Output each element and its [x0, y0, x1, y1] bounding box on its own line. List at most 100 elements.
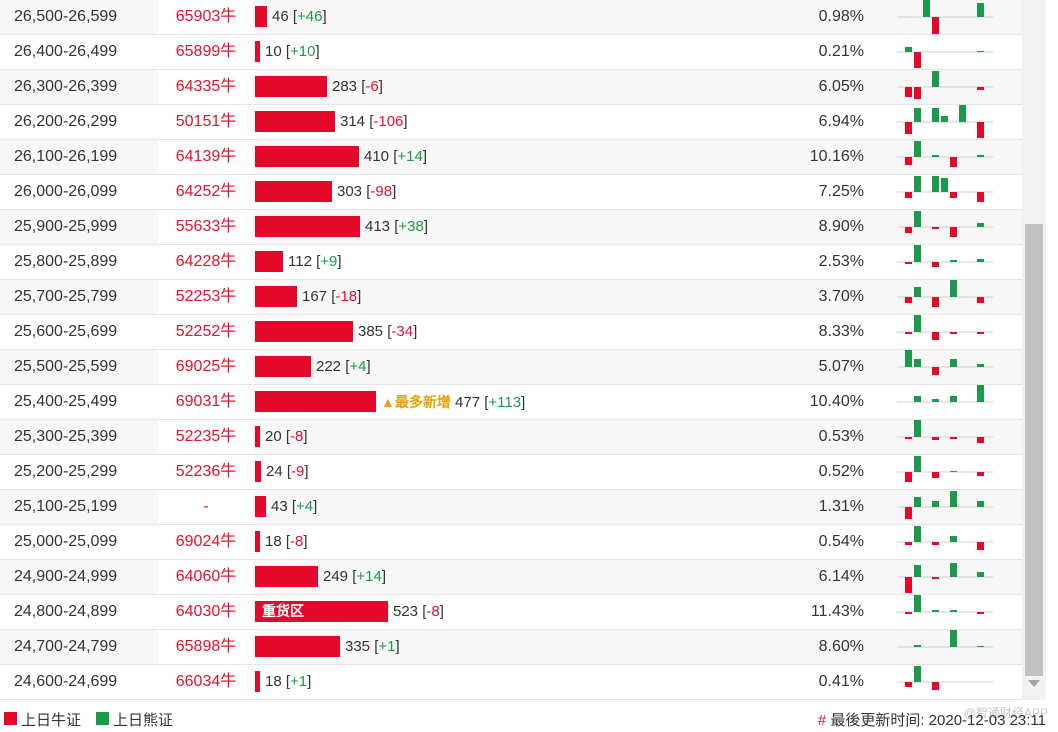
warrant-code-link[interactable]: 69031牛 — [158, 385, 254, 419]
sparkline-bar — [950, 332, 957, 334]
share-percent: 10.40% — [809, 393, 864, 410]
table-row: 24,700-24,799 65898牛 335 [+1] 8.60% — [0, 630, 1022, 665]
sparkline-bar — [905, 192, 912, 198]
warrant-code-link[interactable]: 65903牛 — [158, 0, 254, 34]
volume-bar — [255, 671, 260, 692]
table-row: 25,600-25,699 52252牛 385 [-34] 8.33% — [0, 315, 1022, 350]
volume-value: 314 [-106] — [340, 113, 408, 130]
sparkline-bar — [914, 141, 921, 157]
scroll-down-arrow-icon[interactable] — [1028, 680, 1040, 687]
volume-number: 112 — [288, 253, 312, 270]
volume-bar — [255, 426, 260, 447]
warrant-code-link[interactable]: 66034牛 — [158, 665, 254, 699]
volume-number: 24 — [266, 463, 283, 480]
table-row: 25,200-25,299 52236牛 24 [-9] 0.52% — [0, 455, 1022, 490]
table-row: 24,600-24,699 66034牛 18 [+1] 0.41% — [0, 665, 1022, 700]
table-row: 26,500-26,599 65903牛 46 [+46] 0.98% — [0, 0, 1022, 35]
sparkline-bar — [932, 399, 939, 402]
volume-change: -8 — [290, 428, 304, 445]
sparkline-bar — [977, 612, 984, 614]
sparkline-bar — [977, 501, 984, 507]
trend-sparkline — [897, 630, 993, 648]
sparkline-bar — [932, 501, 939, 507]
volume-value: 24 [-9] — [266, 463, 309, 480]
table-row: 26,400-26,499 65899牛 10 [+10] 0.21% — [0, 35, 1022, 70]
sparkline-bar — [950, 260, 957, 262]
watermark: @智通财经APP — [963, 706, 1048, 720]
sparkline-bar — [905, 350, 912, 367]
sparkline-bar — [977, 155, 984, 157]
scrollbar-thumb[interactable] — [1025, 224, 1043, 676]
table-row: 25,400-25,499 69031牛 ▲最多新增 477 [+113] 10.40… — [0, 385, 1022, 420]
warrant-code-link[interactable]: 65899牛 — [158, 35, 254, 69]
share-percent: 1.31% — [818, 498, 864, 515]
volume-value: 222 [+4] — [316, 358, 371, 375]
warrant-code-link[interactable]: 69025牛 — [158, 350, 254, 384]
sparkline-bar — [932, 71, 939, 87]
sparkline-bar — [950, 192, 957, 198]
warrant-code-link[interactable]: 69024牛 — [158, 525, 254, 559]
share-percent: 0.52% — [818, 463, 864, 480]
volume-value: 43 [+4] — [271, 498, 318, 515]
warrant-code-link[interactable]: 55633牛 — [158, 210, 254, 244]
warrant-code-link[interactable]: 64030牛 — [158, 595, 254, 629]
strike-range: 26,300-26,399 — [14, 78, 118, 95]
volume-value: 18 [-8] — [265, 533, 308, 550]
volume-value: 46 [+46] — [272, 8, 327, 25]
sparkline-bar — [905, 577, 912, 593]
table-row: 25,100-25,199 -43 [+4] 1.31% — [0, 490, 1022, 525]
sparkline-bar — [914, 396, 921, 402]
sparkline-bar — [950, 610, 957, 612]
table-row: 26,200-26,299 50151牛 314 [-106] 6.94% — [0, 105, 1022, 140]
sparkline-bar — [950, 359, 957, 367]
sparkline-bar — [950, 491, 957, 507]
share-percent: 7.25% — [818, 183, 864, 200]
strike-range: 25,300-25,399 — [14, 428, 118, 445]
scrollbar[interactable] — [1022, 0, 1046, 700]
sparkline-bar — [905, 262, 912, 264]
table-row: 25,500-25,599 69025牛 222 [+4] 5.07% — [0, 350, 1022, 385]
trend-sparkline — [897, 420, 993, 443]
share-percent: 6.94% — [818, 113, 864, 130]
sparkline-bar — [959, 105, 966, 122]
volume-bar — [255, 41, 260, 62]
warrant-code-link[interactable]: 64252牛 — [158, 175, 254, 209]
volume-bar — [255, 496, 266, 517]
strike-range: 26,400-26,499 — [14, 43, 118, 60]
volume-number: 314 — [340, 113, 366, 130]
warrant-code-link[interactable]: 65898牛 — [158, 630, 254, 664]
sparkline-bar — [914, 287, 921, 297]
sparkline-bar — [905, 472, 912, 482]
trend-sparkline — [897, 491, 993, 519]
sparkline-bar — [932, 367, 939, 375]
warrant-code-link[interactable]: - — [158, 490, 254, 524]
volume-value: 283 [-6] — [332, 78, 383, 95]
volume-change: +4 — [349, 358, 367, 375]
sparkline-bar — [932, 542, 939, 545]
warrant-code-link[interactable]: 52252牛 — [158, 315, 254, 349]
sparkline-bar — [914, 666, 921, 682]
warrant-code-link[interactable]: 64335牛 — [158, 70, 254, 104]
warrant-code-link[interactable]: 52236牛 — [158, 455, 254, 489]
volume-bar — [255, 286, 297, 307]
last-updated-text: # 最後更新时间: 2020-12-03 23:11 — [818, 709, 1046, 730]
warrant-code-link[interactable]: 52235牛 — [158, 420, 254, 454]
warrant-code-link[interactable]: 64060牛 — [158, 560, 254, 594]
bull-legend-swatch-icon — [4, 712, 17, 725]
volume-change: -8 — [290, 533, 304, 550]
share-percent: 3.70% — [818, 288, 864, 305]
volume-value: 10 [+10] — [265, 43, 320, 60]
warrant-code-link[interactable]: 50151牛 — [158, 105, 254, 139]
sparkline-bar — [977, 3, 984, 17]
sparkline-bar — [932, 297, 939, 307]
warrant-code-link[interactable]: 52253牛 — [158, 280, 254, 314]
table-row: 26,000-26,099 64252牛 303 [-98] 7.25% — [0, 175, 1022, 210]
volume-number: 385 — [358, 323, 384, 340]
bear-legend-swatch-icon — [96, 712, 109, 725]
sparkline-bar — [977, 542, 984, 550]
sparkline-bar — [977, 51, 984, 52]
strike-range: 26,100-26,199 — [14, 148, 118, 165]
sparkline-bar — [950, 280, 957, 297]
warrant-code-link[interactable]: 64228牛 — [158, 245, 254, 279]
warrant-code-link[interactable]: 64139牛 — [158, 140, 254, 174]
